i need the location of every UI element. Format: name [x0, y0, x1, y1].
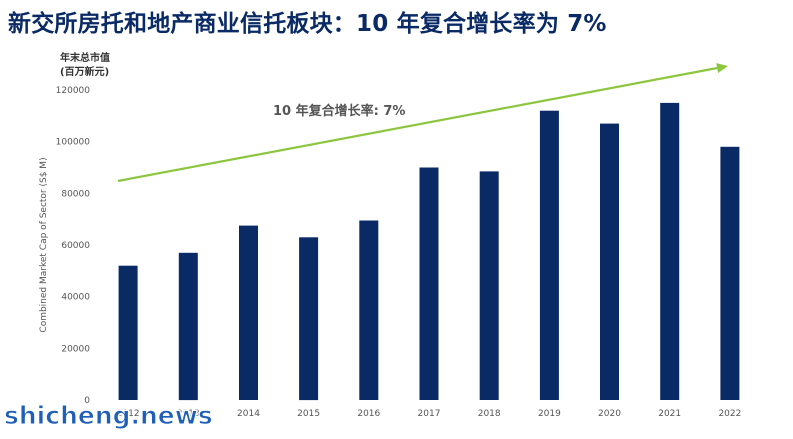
- bar-2013: [178, 252, 198, 401]
- y-axis-label: Combined Market Cap of Sector (S$ M): [39, 157, 49, 332]
- bar-2015: [299, 237, 319, 401]
- x-tick-labels: 2012 2013 2014 2015 2016 2017 2018 2019 2020 2021…: [117, 409, 742, 419]
- unit-label-line-1: 年末总市值: [60, 53, 110, 64]
- bar-2018: [479, 171, 499, 400]
- y-tick-label-20000: 20000: [61, 344, 90, 354]
- bar-2022: [720, 146, 740, 400]
- x-tick-label-2020: 2020: [598, 409, 621, 419]
- x-tick-label-2013: 2013: [177, 409, 200, 419]
- bar-2021: [660, 102, 680, 401]
- x-tick-label-2016: 2016: [357, 409, 380, 419]
- watermark-text: shicheng.news: [4, 401, 214, 431]
- trend-arrowhead: [716, 63, 728, 73]
- x-tick-label-2015: 2015: [297, 409, 320, 419]
- bar-2012: [118, 265, 138, 400]
- x-tick-label-2022: 2022: [718, 409, 741, 419]
- x-tick-label-2019: 2019: [538, 409, 561, 419]
- x-tick-label-2012: 2012: [117, 409, 140, 419]
- y-tick-label-80000: 80000: [61, 189, 90, 199]
- y-tick-label-100000: 100000: [56, 138, 91, 148]
- unit-label-line-2: (百万新元): [60, 67, 110, 78]
- x-tick-label-2014: 2014: [237, 409, 260, 419]
- unit-label: 年末总市值 (百万新元): [60, 52, 110, 80]
- trend-line: [117, 66, 721, 183]
- y-tick-label-40000: 40000: [61, 293, 90, 303]
- cagr-annotation: 10 年复合增长率: 7%: [273, 103, 405, 119]
- bar-2017: [419, 167, 439, 400]
- y-tick-label-60000: 60000: [61, 241, 90, 251]
- bar-2020: [600, 123, 619, 400]
- x-tick-label-2018: 2018: [478, 409, 501, 419]
- x-tick-label-2017: 2017: [418, 409, 441, 419]
- bar-2019: [539, 110, 559, 400]
- page-title: 新交所房托和地产商业信托板块：10 年复合增长率为 7%: [8, 11, 607, 37]
- bar-2014: [239, 225, 258, 400]
- y-tick-label-0: 0: [84, 396, 90, 406]
- x-tick-label-2021: 2021: [658, 409, 681, 419]
- y-axis-title: Combined Market Cap of Sector (S$ M): [39, 157, 49, 332]
- trend-arrow: [117, 63, 728, 183]
- bar-2016: [359, 220, 379, 400]
- y-tick-labels: 0 20000 40000 60000 80000 100000 120000: [56, 86, 91, 406]
- y-tick-label-120000: 120000: [56, 86, 91, 96]
- bars-group: [118, 102, 740, 401]
